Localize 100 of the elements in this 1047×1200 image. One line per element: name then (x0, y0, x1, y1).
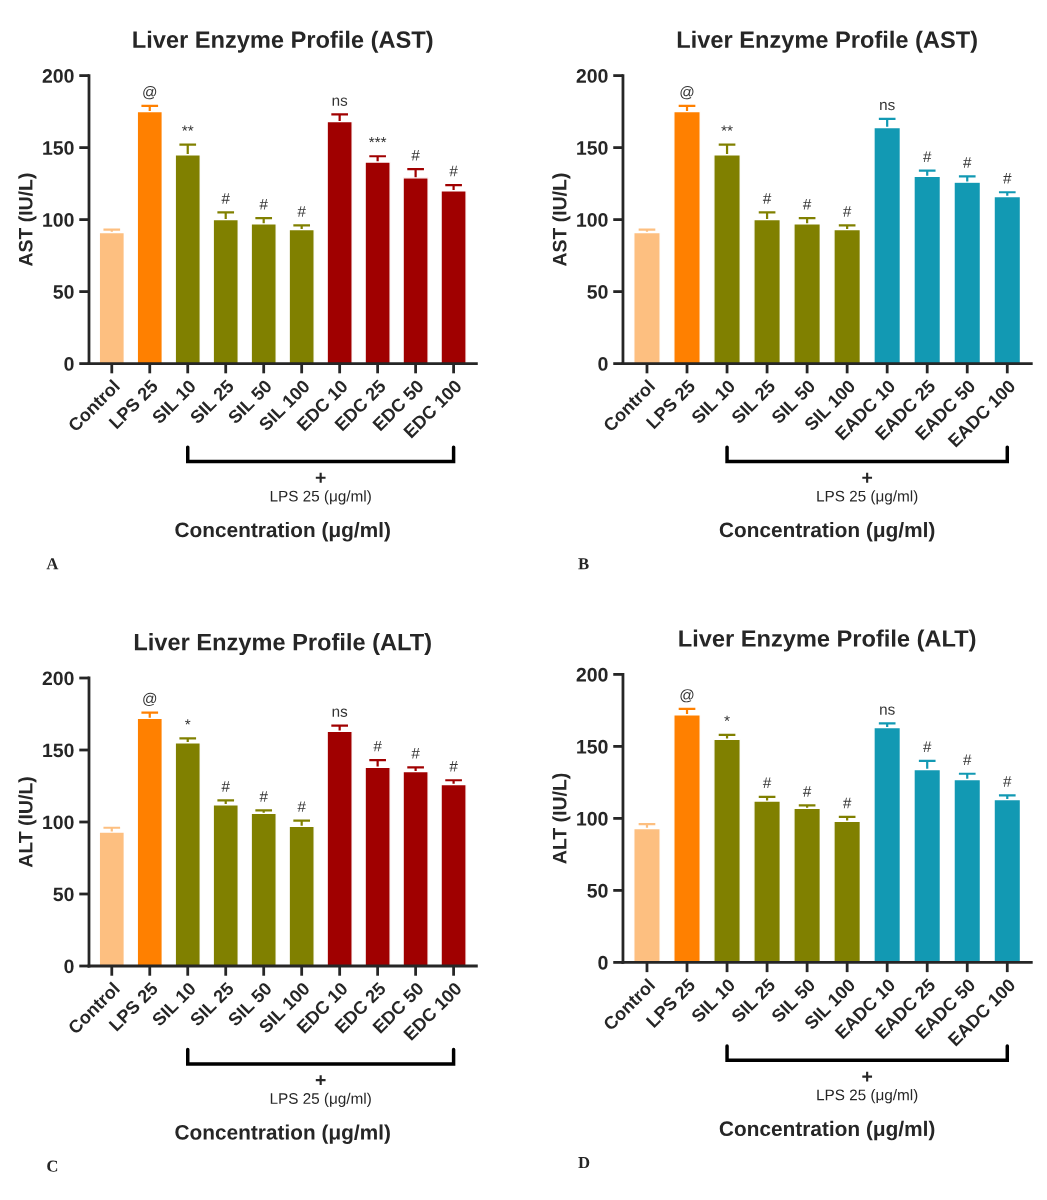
bar (136, 110, 163, 364)
annotation: # (449, 165, 458, 177)
annotation: ** (182, 125, 194, 131)
bar (953, 181, 982, 364)
chart-title: Liver Enzyme Profile (ALT) (679, 629, 976, 652)
bar (833, 820, 862, 963)
x-axis-title: Concentration (μg/ml) (719, 522, 935, 542)
y-tick-label: 150 (577, 141, 608, 155)
y-tick-label: 200 (42, 671, 74, 686)
bar (326, 730, 353, 966)
bar (440, 190, 467, 364)
annotation: * (185, 719, 191, 725)
bar (288, 228, 315, 364)
bar (250, 223, 277, 364)
bar (98, 831, 126, 966)
annotation: # (373, 740, 382, 752)
y-tick-label: 200 (42, 69, 74, 83)
annotation: * (724, 715, 730, 722)
annotation: @ (143, 86, 157, 100)
annotation: # (1003, 173, 1012, 184)
text: LPS 25 (μg/ml) (270, 490, 371, 505)
y-tick-label: 100 (43, 815, 74, 830)
annotation: # (923, 741, 932, 753)
annotation: ns (332, 708, 348, 717)
y-axis-title: AST (IU/L) (552, 173, 571, 267)
bar (713, 738, 741, 963)
bar (250, 812, 277, 966)
bar (326, 120, 353, 364)
bar (288, 825, 315, 966)
text: + (862, 472, 873, 483)
y-tick-label: 50 (587, 883, 608, 898)
annotation: # (963, 157, 972, 168)
text: + (862, 1071, 873, 1082)
bar (673, 714, 701, 963)
y-axis-title: AST (IU/L) (18, 173, 37, 267)
annotation: # (963, 754, 972, 766)
y-tick-label: 150 (43, 743, 74, 758)
bar (633, 231, 661, 364)
bar (212, 804, 239, 966)
text: LPS 25 (μg/ml) (817, 1089, 918, 1104)
bar (993, 798, 1022, 963)
x-axis-title: Concentration (μg/ml) (175, 1124, 390, 1144)
x-axis-title: Concentration (μg/ml) (719, 1120, 935, 1141)
text: C (47, 1160, 58, 1172)
text: A (46, 558, 59, 570)
y-tick-label: 150 (577, 739, 608, 754)
bar (212, 218, 239, 364)
annotation: # (449, 761, 458, 772)
y-tick-label: 0 (598, 955, 608, 970)
bar (953, 778, 982, 963)
annotation: # (411, 150, 420, 161)
annotation: # (802, 786, 812, 797)
y-tick-label: 0 (64, 357, 74, 371)
bar (98, 231, 126, 364)
annotation: # (411, 748, 420, 759)
y-tick-label: 0 (598, 357, 608, 371)
y-tick-label: 50 (53, 887, 74, 902)
annotation: @ (143, 692, 157, 706)
bar (833, 228, 862, 364)
bar (753, 218, 781, 364)
text: B (578, 558, 589, 570)
y-tick-label: 100 (577, 811, 608, 826)
y-tick-label: 50 (53, 285, 74, 299)
chart-title: Liver Enzyme Profile (AST) (677, 30, 977, 53)
annotation: # (923, 151, 932, 162)
annotation: # (297, 801, 306, 812)
y-tick-label: 100 (43, 213, 74, 227)
bar (753, 800, 781, 963)
bar (913, 175, 942, 364)
annotation: # (762, 777, 772, 789)
annotation: ns (880, 706, 895, 715)
bar (136, 717, 163, 966)
annotation: # (259, 791, 268, 802)
annotation: @ (680, 689, 694, 703)
text: + (315, 1075, 326, 1086)
bar (364, 161, 391, 364)
text: LPS 25 (μg/ml) (817, 490, 918, 505)
annotation: *** (368, 137, 387, 143)
bar (673, 110, 701, 364)
annotation: # (221, 781, 230, 792)
annotation: # (762, 193, 772, 204)
annotation: @ (680, 86, 694, 100)
annotation: # (221, 193, 230, 204)
y-tick-label: 100 (577, 213, 608, 227)
annotation: # (297, 206, 306, 217)
bar (174, 742, 201, 966)
bar (993, 195, 1022, 364)
y-tick-label: 150 (43, 141, 74, 155)
bar (793, 807, 822, 963)
bar (793, 223, 822, 364)
annotation: # (842, 206, 852, 217)
y-tick-label: 200 (576, 667, 608, 682)
annotation: # (259, 198, 268, 210)
y-axis-title: ALT (IU/L) (552, 773, 571, 864)
y-tick-label: 0 (64, 959, 74, 974)
annotation: ns (880, 101, 895, 111)
annotation: ** (721, 125, 733, 131)
y-axis-title: ALT (IU/L) (18, 777, 37, 868)
y-tick-label: 200 (576, 69, 608, 83)
chart-title: Liver Enzyme Profile (AST) (133, 30, 433, 53)
